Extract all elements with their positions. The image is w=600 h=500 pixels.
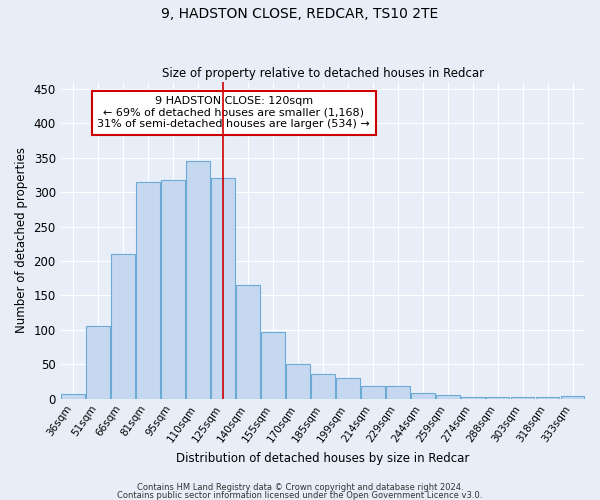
- X-axis label: Distribution of detached houses by size in Redcar: Distribution of detached houses by size …: [176, 452, 470, 465]
- Bar: [286, 364, 310, 398]
- Bar: [336, 378, 359, 398]
- Bar: [186, 161, 210, 398]
- Bar: [161, 180, 185, 398]
- Bar: [111, 254, 135, 398]
- Bar: [86, 326, 110, 398]
- Bar: [511, 397, 535, 398]
- Bar: [261, 332, 285, 398]
- Bar: [411, 393, 434, 398]
- Bar: [211, 178, 235, 398]
- Bar: [436, 395, 460, 398]
- Title: Size of property relative to detached houses in Redcar: Size of property relative to detached ho…: [162, 66, 484, 80]
- Text: 9 HADSTON CLOSE: 120sqm
← 69% of detached houses are smaller (1,168)
31% of semi: 9 HADSTON CLOSE: 120sqm ← 69% of detache…: [97, 96, 370, 130]
- Bar: [461, 397, 485, 398]
- Bar: [311, 374, 335, 398]
- Text: Contains public sector information licensed under the Open Government Licence v3: Contains public sector information licen…: [118, 490, 482, 500]
- Text: Contains HM Land Registry data © Crown copyright and database right 2024.: Contains HM Land Registry data © Crown c…: [137, 484, 463, 492]
- Bar: [386, 386, 410, 398]
- Bar: [136, 182, 160, 398]
- Bar: [486, 397, 509, 398]
- Bar: [560, 396, 584, 398]
- Text: 9, HADSTON CLOSE, REDCAR, TS10 2TE: 9, HADSTON CLOSE, REDCAR, TS10 2TE: [161, 8, 439, 22]
- Bar: [536, 397, 559, 398]
- Y-axis label: Number of detached properties: Number of detached properties: [15, 148, 28, 334]
- Bar: [361, 386, 385, 398]
- Bar: [236, 285, 260, 399]
- Bar: [61, 394, 85, 398]
